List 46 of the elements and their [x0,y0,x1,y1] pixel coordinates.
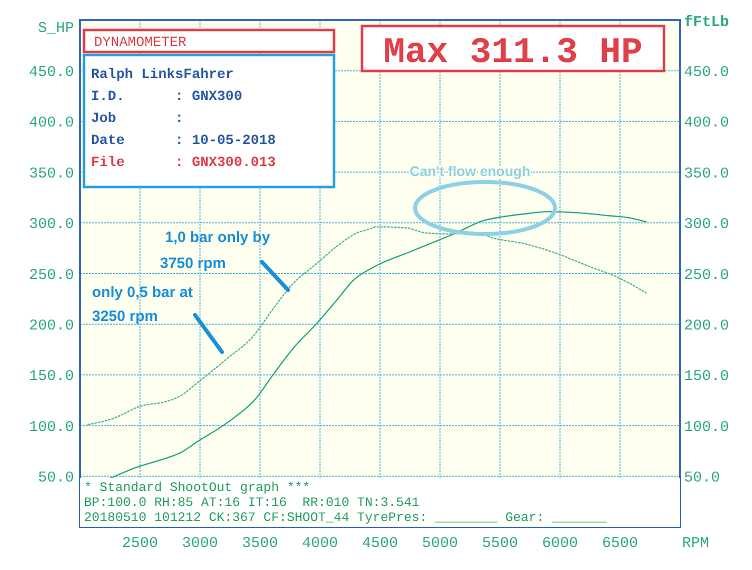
y2-tick-label: 450.0 [684,64,730,81]
annotation: I.D. : GNX300 [91,89,242,105]
y2-tick-label: 50.0 [684,470,720,487]
y-tick-label: 350.0 [28,165,74,182]
y-tick-label: 300.0 [28,216,74,234]
y-tick-label: 450.0 [28,64,74,81]
annotation: Max 311.3 HP [383,32,643,73]
y-tick-label: 100.0 [28,418,74,436]
y-tick-label: 200.0 [28,317,74,334]
annotation: File : GNX300.013 [91,155,276,171]
annotation: 20180510 101212 CK:367 CF:SHOOT_44 TyrePres: ________ Gear: _______ [84,510,607,525]
annotation: Job : [91,111,184,127]
header-panel: DYNAMOMETER [82,28,336,54]
annotation: only 0,5 bar at 3250 rpm [92,284,193,325]
y-tick-label: 400.0 [28,114,74,132]
x-axis-title: RPM [682,535,710,552]
x-tick-label: 6000 [542,535,578,552]
x-tick-label: 3000 [182,535,218,552]
y2-tick-label: 350.0 [684,165,730,182]
y2-tick-label: 150.0 [684,368,730,386]
x-tick-label: 4500 [362,535,398,552]
x-tick-label: 6500 [602,535,638,552]
y2-tick-label: 300.0 [684,216,730,234]
x-tick-label: 4000 [302,535,338,552]
y2-tick-label: 250.0 [684,266,730,284]
y2-tick-label: 100.0 [684,418,730,436]
annotation: BP:100.0 RH:85 AT:16 IT:16 RR:010 TN:3.541 [84,495,420,510]
y2-tick-label: 200.0 [684,317,730,334]
annotation: * Standard ShootOut graph *** [84,480,310,495]
y-tick-label: 250.0 [28,266,74,284]
line-series [87,226,647,426]
y-axis-title: S_HP [38,20,74,37]
y2-axis-title: fFtLb [684,14,730,31]
annotation: 1,0 bar only by 3750 rpm [160,229,271,272]
x-tick-label: 5500 [482,535,518,552]
y-tick-label: 150.0 [28,368,74,386]
y2-tick-label: 400.0 [684,114,730,132]
x-tick-label: 5000 [422,535,458,552]
x-tick-label: 2500 [122,535,158,552]
footer-panel: * Standard ShootOut graph *** BP:100.0 RH:85 AT:16 IT:16 RR:010 TN:3.541 20180510 101212 CK:367 CF:SHOOT_44 TyrePres: ________ Gear: _______ [80,478,680,527]
annotation: DYNAMOMETER [94,35,188,51]
annotation: Ralph LinksFahrer [91,67,234,83]
max-panel: Max 311.3 HP [360,24,666,73]
x-tick-label: 3500 [242,535,278,552]
y-tick-label: 50.0 [38,470,74,487]
annotation: Date : 10-05-2018 [91,133,276,149]
